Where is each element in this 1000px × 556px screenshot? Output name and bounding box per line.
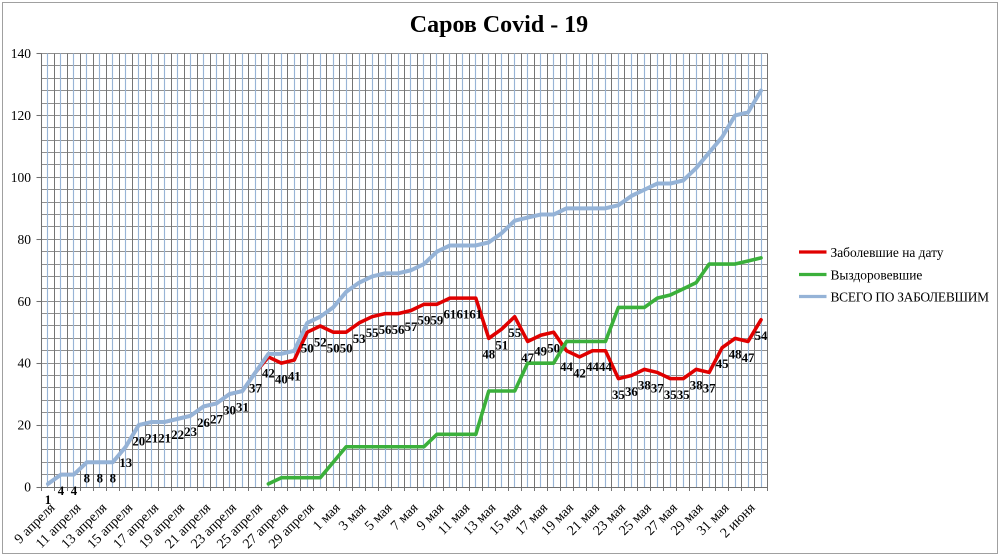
- svg-text:35: 35: [677, 388, 690, 402]
- svg-text:56: 56: [379, 323, 392, 337]
- svg-text:56: 56: [392, 323, 405, 337]
- svg-text:35: 35: [664, 388, 677, 402]
- svg-text:37: 37: [249, 382, 262, 396]
- svg-text:37: 37: [651, 382, 664, 396]
- svg-text:4: 4: [58, 484, 65, 498]
- svg-text:38: 38: [638, 379, 651, 393]
- svg-text:0: 0: [24, 480, 31, 495]
- svg-text:49: 49: [534, 345, 547, 359]
- svg-text:54: 54: [755, 329, 768, 343]
- svg-text:21: 21: [158, 431, 171, 445]
- svg-text:Заболевшие на дату: Заболевшие на дату: [831, 245, 944, 260]
- svg-text:47: 47: [521, 351, 534, 365]
- svg-text:50: 50: [547, 341, 560, 355]
- svg-text:59: 59: [431, 314, 444, 328]
- svg-text:38: 38: [690, 379, 703, 393]
- svg-text:41: 41: [288, 369, 301, 383]
- svg-text:Саров Covid - 19: Саров Covid - 19: [410, 12, 588, 38]
- svg-text:52: 52: [314, 335, 327, 349]
- svg-text:23: 23: [184, 425, 197, 439]
- svg-text:57: 57: [405, 320, 418, 334]
- svg-text:1: 1: [45, 493, 51, 507]
- svg-text:42: 42: [262, 366, 275, 380]
- svg-text:4: 4: [71, 484, 78, 498]
- svg-text:60: 60: [18, 294, 32, 309]
- svg-text:40: 40: [275, 372, 288, 386]
- svg-text:40: 40: [18, 356, 32, 371]
- svg-text:61: 61: [443, 307, 456, 321]
- svg-text:44: 44: [599, 360, 612, 374]
- svg-text:20: 20: [132, 434, 145, 448]
- svg-text:20: 20: [18, 418, 32, 433]
- svg-text:31: 31: [236, 400, 249, 414]
- svg-text:61: 61: [469, 307, 482, 321]
- svg-text:ВСЕГО ПО ЗАБОЛЕВШИМ: ВСЕГО ПО ЗАБОЛЕВШИМ: [831, 289, 990, 304]
- svg-text:36: 36: [625, 385, 638, 399]
- svg-text:59: 59: [418, 314, 431, 328]
- svg-text:80: 80: [18, 232, 32, 247]
- svg-text:44: 44: [586, 360, 599, 374]
- svg-text:47: 47: [742, 351, 755, 365]
- svg-text:8: 8: [84, 472, 90, 486]
- svg-text:27: 27: [210, 413, 223, 427]
- svg-text:8: 8: [110, 472, 116, 486]
- svg-text:55: 55: [366, 326, 379, 340]
- svg-text:37: 37: [703, 382, 716, 396]
- svg-text:42: 42: [573, 366, 586, 380]
- svg-text:44: 44: [560, 360, 573, 374]
- svg-text:50: 50: [327, 341, 340, 355]
- svg-text:50: 50: [301, 341, 314, 355]
- svg-text:13: 13: [119, 456, 132, 470]
- svg-text:26: 26: [197, 416, 210, 430]
- svg-text:22: 22: [171, 428, 184, 442]
- svg-text:Выздоровевшие: Выздоровевшие: [831, 267, 923, 282]
- svg-text:8: 8: [97, 472, 103, 486]
- svg-text:100: 100: [11, 170, 32, 185]
- svg-text:50: 50: [340, 341, 353, 355]
- svg-text:51: 51: [495, 338, 508, 352]
- svg-text:61: 61: [456, 307, 469, 321]
- svg-text:45: 45: [716, 357, 729, 371]
- svg-text:48: 48: [482, 348, 495, 362]
- svg-text:30: 30: [223, 403, 236, 417]
- svg-text:35: 35: [612, 388, 625, 402]
- svg-text:55: 55: [508, 326, 521, 340]
- svg-text:120: 120: [11, 108, 32, 123]
- svg-text:53: 53: [353, 332, 366, 346]
- svg-text:48: 48: [729, 348, 742, 362]
- svg-text:140: 140: [11, 46, 32, 61]
- svg-text:21: 21: [145, 431, 158, 445]
